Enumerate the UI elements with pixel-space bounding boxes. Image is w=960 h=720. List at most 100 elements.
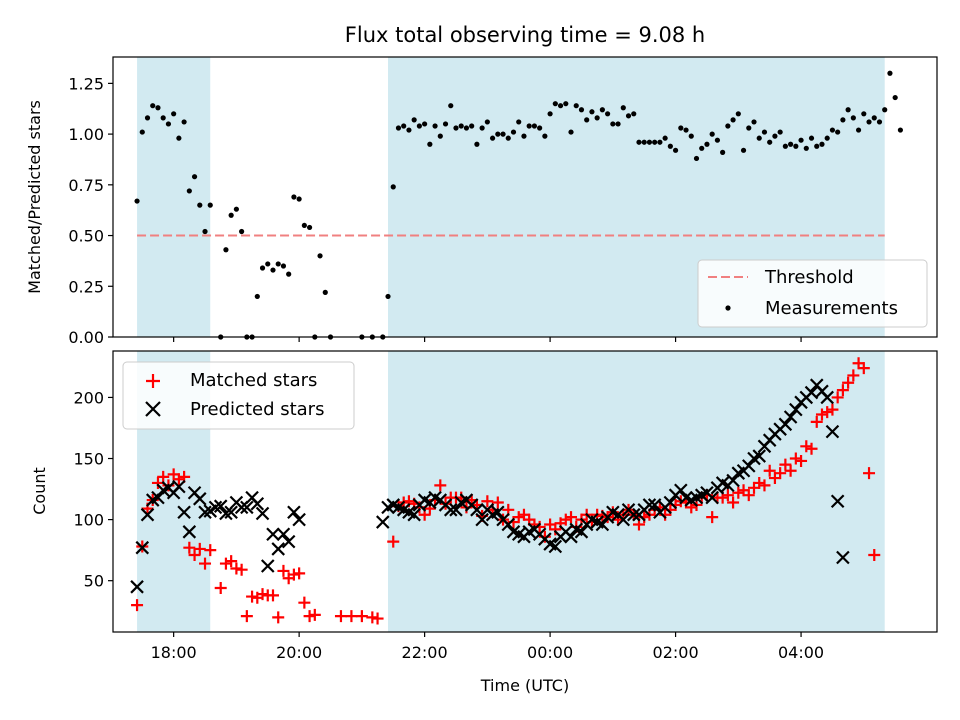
predicted-star-point-78: [616, 512, 631, 527]
predicted-star-point-20: [234, 500, 249, 515]
predicted-star-point-29: [281, 534, 296, 549]
measurement-point-64: [510, 129, 517, 135]
predicted-star-point-120: [836, 550, 850, 565]
matched-star-point-23: [256, 588, 269, 601]
bottom-y-axis-label: Count: [30, 467, 49, 515]
measurement-point-75: [568, 129, 574, 135]
measurement-point-52: [448, 103, 454, 109]
measurement-point-118: [793, 143, 799, 149]
predicted-star-point-56: [501, 517, 516, 532]
predicted-star-point-8: [172, 479, 186, 494]
measurement-point-96: [678, 125, 684, 131]
predicted-star-point-74: [595, 517, 610, 532]
measurement-point-35: [322, 289, 328, 295]
predicted-star-point-9: [177, 505, 191, 520]
matched-star-point-126: [842, 376, 855, 389]
measurement-point-47: [422, 121, 428, 127]
predicted-star-point-23: [250, 496, 265, 511]
measurement-point-121: [808, 135, 815, 141]
measurement-point-6: [165, 121, 172, 127]
predicted-star-point-54: [491, 505, 505, 520]
predicted-star-point-109: [778, 417, 793, 432]
measurement-point-5: [160, 115, 166, 121]
measurement-point-82: [605, 111, 611, 117]
predicted-star-point-70: [574, 525, 589, 539]
bottom-legend-box: [122, 361, 355, 430]
matched-star-point-19: [235, 563, 248, 576]
measurement-point-29: [291, 194, 297, 200]
threshold-legend-label: Threshold: [764, 267, 854, 288]
predicted-star-point-119: [830, 494, 845, 509]
predicted-star-point-18: [224, 505, 238, 520]
measurement-point-106: [730, 117, 736, 123]
measurement-point-46: [416, 123, 422, 129]
measurement-point-44: [406, 127, 412, 133]
matched-star-point-130: [863, 467, 876, 480]
matched-star-point-30: [293, 567, 306, 580]
measurement-point-1: [139, 129, 145, 135]
matched-stars-legend-label: Matched stars: [190, 370, 317, 391]
predicted-star-point-25: [260, 559, 275, 573]
measurement-point-49: [432, 123, 438, 129]
top-plot-frame: [112, 56, 938, 338]
matched-star-point-57: [481, 495, 494, 508]
measurement-point-30: [296, 196, 302, 202]
measurement-point-10: [186, 188, 192, 194]
measurement-point-43: [401, 123, 407, 129]
matched-star-point-20: [240, 610, 253, 623]
x-tick-label-1: 20:00: [276, 643, 322, 662]
measurement-point-113: [767, 139, 773, 145]
matched-star-point-109: [753, 476, 766, 489]
measurement-point-24: [265, 261, 271, 267]
top-y-tick-label-0: 0.00: [68, 328, 104, 347]
predicted-star-point-117: [820, 390, 834, 405]
matched-star-point-63: [512, 511, 525, 524]
measurement-point-25: [270, 267, 276, 273]
predicted-star-point-24: [255, 506, 270, 521]
measurement-point-136: [887, 70, 893, 76]
matched-star-point-125: [836, 384, 849, 397]
count-points: [130, 357, 881, 625]
measurement-point-14: [207, 202, 213, 208]
measurement-point-105: [725, 123, 731, 129]
predicted-star-point-28: [276, 527, 291, 542]
predicted-star-point-12: [193, 492, 207, 506]
predicted-star-point-68: [564, 529, 578, 544]
matched-star-point-120: [810, 415, 823, 428]
matched-star-point-105: [732, 486, 745, 499]
predicted-star-point-83: [642, 498, 657, 512]
measurement-point-26: [275, 261, 281, 267]
x-axis-label: Time (UTC): [480, 676, 569, 695]
measurement-point-40: [385, 293, 391, 300]
measurement-point-128: [845, 107, 851, 113]
measurement-point-83: [610, 121, 616, 127]
matched-star-point-110: [758, 479, 771, 492]
matched-star-point-72: [559, 513, 572, 526]
measurement-point-94: [667, 143, 673, 149]
matched-star-point-18: [230, 562, 243, 575]
measurement-point-90: [646, 139, 653, 145]
matched-star-point-117: [795, 454, 808, 467]
matched-star-point-129: [857, 362, 870, 375]
measurement-point-51: [442, 121, 449, 127]
measurement-point-54: [458, 123, 464, 129]
measurement-point-116: [782, 143, 788, 149]
measurement-point-8: [176, 135, 182, 141]
matched-star-point-113: [774, 467, 787, 480]
predicted-star-point-10: [182, 525, 197, 539]
predicted-star-point-65: [548, 539, 563, 554]
measurement-point-135: [882, 107, 888, 113]
measurement-point-4: [155, 105, 161, 111]
matched-star-point-121: [815, 408, 828, 421]
matched-star-point-118: [800, 440, 813, 453]
predicted-star-point-87: [663, 495, 678, 510]
x-tick-label-4: 02:00: [653, 643, 699, 662]
measurement-point-137: [892, 94, 898, 101]
measurement-point-58: [479, 125, 485, 131]
predicted-star-point-80: [626, 507, 641, 522]
bottom-y-tick-label-3: 200: [73, 388, 104, 407]
measurement-point-127: [840, 117, 846, 123]
measurement-point-133: [871, 115, 877, 121]
measurement-point-92: [657, 139, 663, 145]
measurement-point-67: [526, 123, 532, 129]
